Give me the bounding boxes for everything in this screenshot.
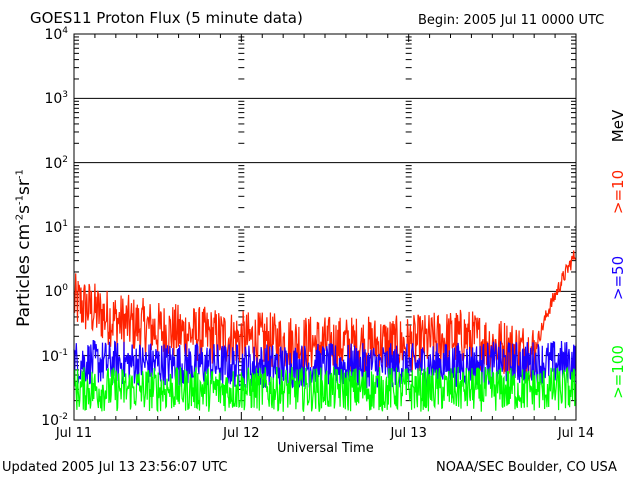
y-tick-label: 103 [44, 90, 68, 108]
x-axis-label: Universal Time [277, 441, 374, 456]
y-tick-label: 102 [44, 154, 68, 172]
updated-timestamp: Updated 2005 Jul 13 23:56:07 UTC [2, 460, 228, 475]
x-tick-label: Jul 12 [223, 426, 260, 441]
legend-unit: MeV [609, 109, 627, 143]
legend-entry: >=100 [609, 345, 627, 399]
y-axis-label: Particles cm-2s-1sr-1 [14, 169, 34, 327]
y-tick-label: 10-2 [41, 412, 68, 429]
plot-frame [73, 33, 577, 421]
x-tick-label: Jul 14 [557, 426, 595, 441]
x-tick-label: Jul 13 [390, 426, 427, 441]
credit-text: NOAA/SEC Boulder, CO USA [436, 460, 617, 475]
y-tick-label: 101 [44, 219, 68, 236]
y-tick-label: 10-1 [41, 347, 68, 365]
y-tick-label: 100 [44, 283, 68, 301]
legend-entry: >=50 [609, 255, 627, 301]
legend-entry: >=10 [609, 169, 627, 215]
chart-title: GOES11 Proton Flux (5 minute data) [30, 9, 303, 27]
y-tick-label: 104 [44, 26, 68, 43]
begin-time: Begin: 2005 Jul 11 0000 UTC [418, 13, 605, 28]
series-line [73, 366, 577, 413]
x-tick-label: Jul 11 [55, 426, 93, 441]
